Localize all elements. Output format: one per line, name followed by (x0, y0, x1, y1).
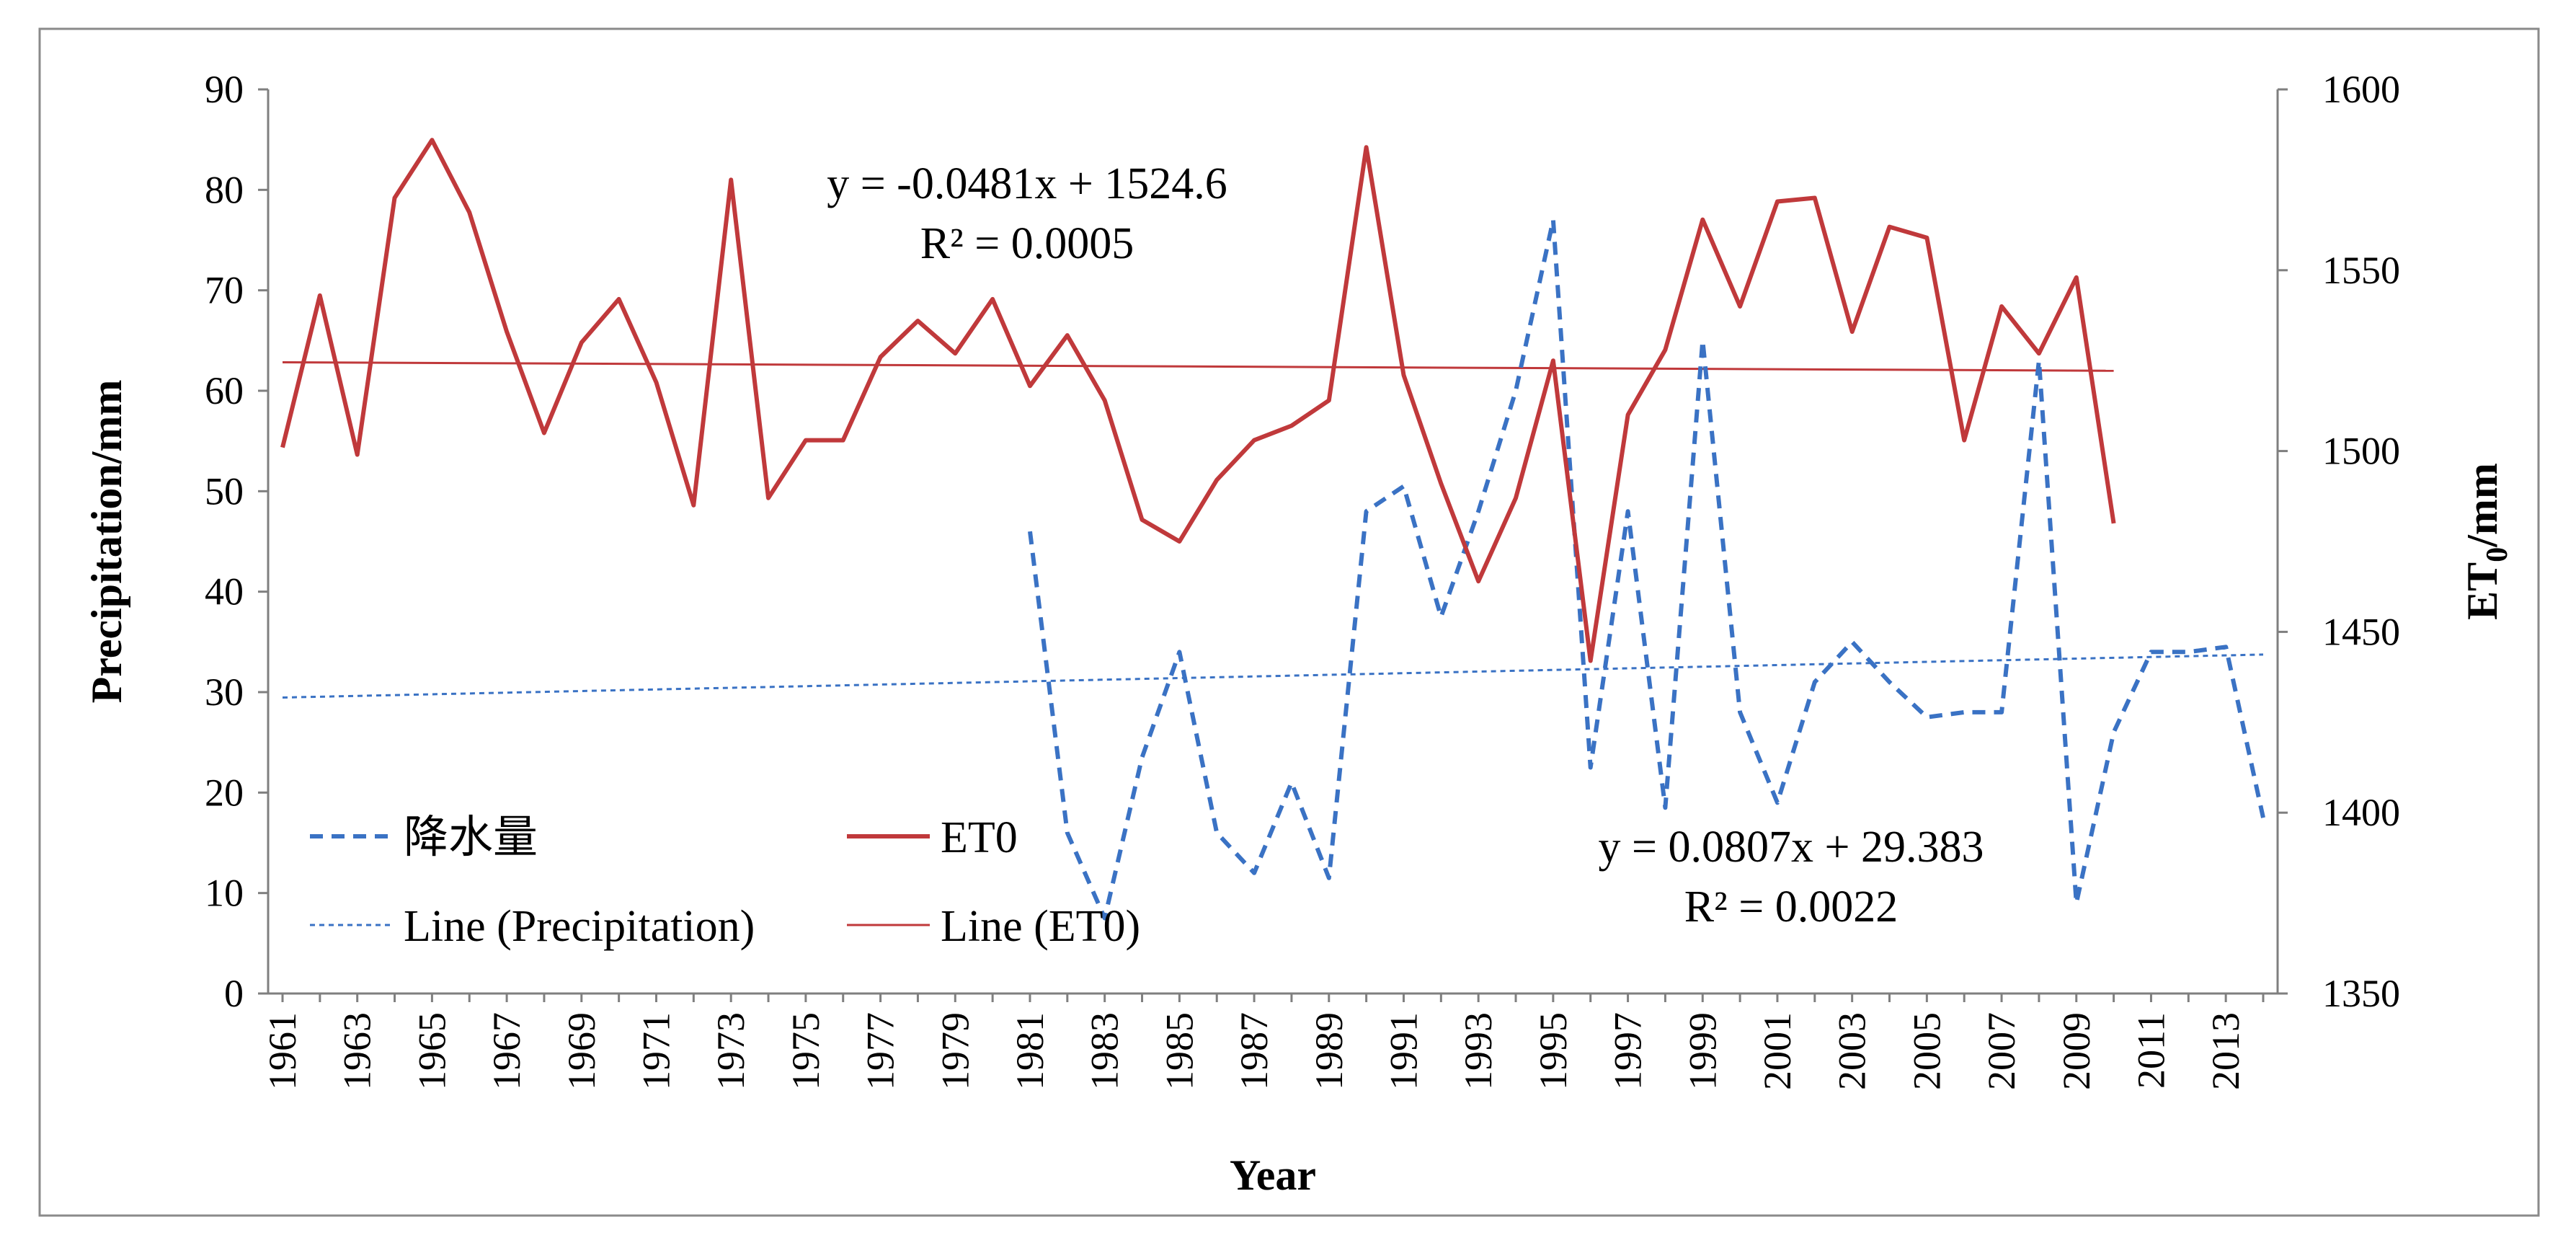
x-tick-label: 1993 (1457, 1012, 1500, 1090)
x-tick-label: 1969 (560, 1012, 603, 1090)
x-ticks: 1961 1963 1965 1967 1969 1971 1973 1975 1977 1979… (261, 993, 2265, 1090)
precipitation-series-line (1028, 218, 2265, 921)
et0-trendline (282, 360, 2114, 372)
x-tick-label: 1965 (410, 1012, 453, 1090)
precip-trend-r2: R² = 0.0022 (1684, 882, 1898, 931)
y-left-tick-label: 70 (205, 269, 244, 312)
trendlines (282, 360, 2264, 699)
x-tick-label: 1979 (933, 1012, 977, 1090)
y-left-tick-label: 50 (205, 469, 244, 513)
x-tick-label: 1971 (634, 1012, 678, 1090)
x-tick-label: 1967 (485, 1012, 528, 1090)
x-tick-label: 1973 (709, 1012, 752, 1090)
x-tick-label: 1997 (1607, 1012, 1650, 1090)
x-tick-label: 1975 (784, 1012, 827, 1090)
chart-border (38, 27, 2540, 1217)
x-tick-label: 2007 (1980, 1012, 2023, 1090)
y-right-tick-label: 1450 (2322, 610, 2400, 653)
x-tick-label: 2011 (2129, 1012, 2172, 1089)
y-left-tick-label: 90 (205, 68, 244, 111)
y-left-tick-label: 80 (205, 168, 244, 211)
et0-trend-r2: R² = 0.0005 (920, 219, 1134, 268)
y-right-tick-label: 1400 (2322, 791, 2400, 834)
x-tick-label: 2001 (1756, 1012, 1799, 1090)
y-left-ticks: 0 10 20 30 40 50 60 70 80 90 (205, 68, 268, 1015)
x-tick-label: 1991 (1382, 1012, 1425, 1090)
x-tick-label: 1983 (1083, 1012, 1127, 1090)
y-axis-right-title-subscript: 0 (2481, 547, 2514, 562)
et0-series-line (280, 138, 2116, 663)
x-tick-label: 1963 (336, 1012, 379, 1090)
y-right-tick-label: 1350 (2322, 972, 2400, 1015)
x-tick-label: 1989 (1307, 1012, 1351, 1090)
legend: 降水量 ET0 Line (Precipitation) Line (ET0) (310, 813, 1140, 951)
x-tick-label: 1987 (1233, 1012, 1276, 1090)
y-left-tick-label: 60 (205, 369, 244, 412)
legend-label-precip-trend: Line (Precipitation) (404, 902, 755, 951)
y-right-tick-label: 1600 (2322, 68, 2400, 111)
x-tick-label: 2005 (1905, 1012, 1948, 1090)
precip-trendline (282, 653, 2264, 699)
y-axis-left-title: Precipitation/mm (83, 380, 130, 704)
x-tick-label: 2009 (2055, 1012, 2098, 1090)
x-tick-label: 2013 (2204, 1012, 2247, 1090)
y-right-tick-label: 1550 (2322, 249, 2400, 292)
y-left-tick-label: 10 (205, 872, 244, 915)
y-right-tick-label: 1500 (2322, 430, 2400, 473)
x-tick-label: 1985 (1158, 1012, 1201, 1090)
y-left-tick-label: 40 (205, 570, 244, 614)
y-axis-right-title: ET0/mm (2459, 463, 2514, 620)
et0-trend-equation: y = -0.0481x + 1524.6 (827, 159, 1227, 208)
x-tick-label: 1977 (859, 1012, 902, 1090)
x-axis-title: Year (1230, 1151, 1316, 1199)
legend-label-precipitation: 降水量 (404, 813, 538, 862)
x-tick-label: 1961 (261, 1012, 304, 1090)
y-left-tick-label: 30 (205, 671, 244, 714)
x-tick-label: 2003 (1831, 1012, 1874, 1090)
x-tick-label: 1995 (1532, 1012, 1575, 1090)
x-tick-label: 1999 (1681, 1012, 1724, 1090)
legend-label-et0: ET0 (941, 813, 1018, 862)
y-axis-right-title-tail: /mm (2459, 463, 2506, 548)
precip-trend-equation: y = 0.0807x + 29.383 (1599, 823, 1984, 872)
x-tick-label: 1981 (1008, 1012, 1052, 1090)
legend-label-et0-trend: Line (ET0) (941, 902, 1140, 951)
y-left-tick-label: 20 (205, 771, 244, 814)
series-lines (280, 138, 2265, 921)
y-right-ticks: 1350 1400 1450 1500 1550 1600 (2278, 68, 2400, 1015)
y-left-tick-label: 0 (224, 972, 244, 1015)
y-axis-right-title-main: ET (2459, 562, 2506, 620)
